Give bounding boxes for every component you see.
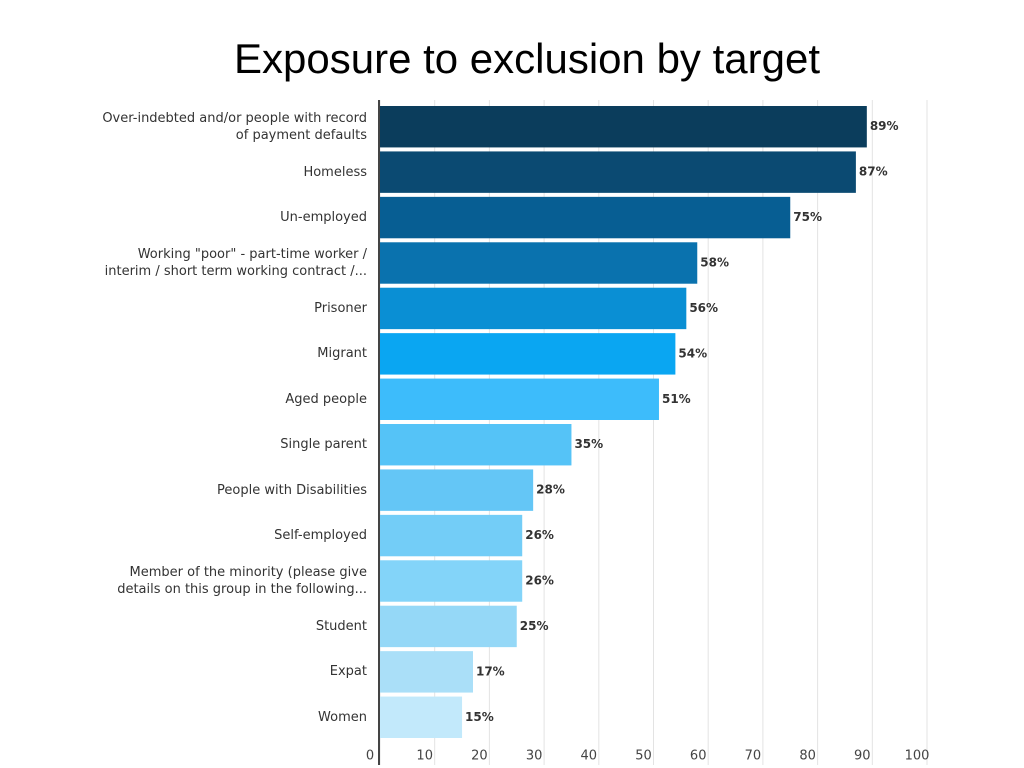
x-tick-label: 10 (416, 749, 433, 764)
value-label: 56% (689, 301, 718, 315)
x-tick-label: 0 (366, 749, 374, 764)
category-label: Un-employed (280, 210, 367, 226)
category-label: Member of the minority (please give deta… (117, 565, 367, 597)
bar (380, 333, 676, 375)
bar (380, 378, 659, 420)
value-label: 26% (525, 574, 554, 588)
bar (380, 196, 791, 239)
x-tick-label: 20 (471, 749, 488, 764)
category-label: Homeless (303, 164, 367, 180)
x-tick-label: 30 (526, 749, 543, 764)
bar (380, 151, 856, 193)
category-label: Self-employed (274, 528, 367, 544)
bar (380, 424, 572, 466)
category-label: Aged people (285, 391, 367, 407)
bar (380, 605, 517, 648)
value-label: 26% (525, 528, 554, 542)
bar (380, 287, 687, 330)
value-label: 54% (678, 346, 707, 360)
category-label: Migrant (317, 346, 367, 362)
category-label: Student (315, 618, 367, 634)
category-label: Expat (329, 664, 367, 680)
value-label: 89% (870, 119, 899, 133)
bar (380, 106, 867, 148)
value-label: 51% (662, 392, 691, 406)
bar (380, 469, 534, 511)
value-label: 25% (520, 619, 549, 633)
category-label: Prisoner (314, 300, 367, 316)
value-label: 28% (536, 483, 565, 497)
x-tick-label: 70 (745, 749, 762, 764)
category-label: Women (318, 709, 367, 725)
x-tick-label: 90 (854, 749, 871, 764)
category-label: Working "poor" - part-time worker / inte… (104, 247, 367, 279)
value-label: 17% (476, 664, 505, 678)
category-label: Single parent (280, 437, 367, 453)
category-label: Over-indebted and/or people with record … (102, 110, 367, 143)
chart-title: Exposure to exclusion by target (234, 35, 820, 82)
value-label: 15% (465, 710, 494, 724)
category-label: People with Disabilities (217, 482, 367, 498)
x-tick-label: 100 (905, 749, 930, 764)
value-label: 58% (700, 256, 729, 270)
x-tick-label: 80 (799, 749, 816, 764)
bar (380, 651, 473, 693)
bar (380, 242, 698, 284)
x-tick-label: 40 (581, 749, 598, 764)
x-tick-label: 50 (635, 749, 652, 764)
bar (380, 560, 523, 602)
bar (380, 514, 523, 557)
value-label: 35% (574, 437, 603, 451)
bar (380, 696, 463, 738)
value-label: 75% (793, 210, 822, 224)
value-label: 87% (859, 165, 888, 179)
x-tick-label: 60 (690, 749, 707, 764)
